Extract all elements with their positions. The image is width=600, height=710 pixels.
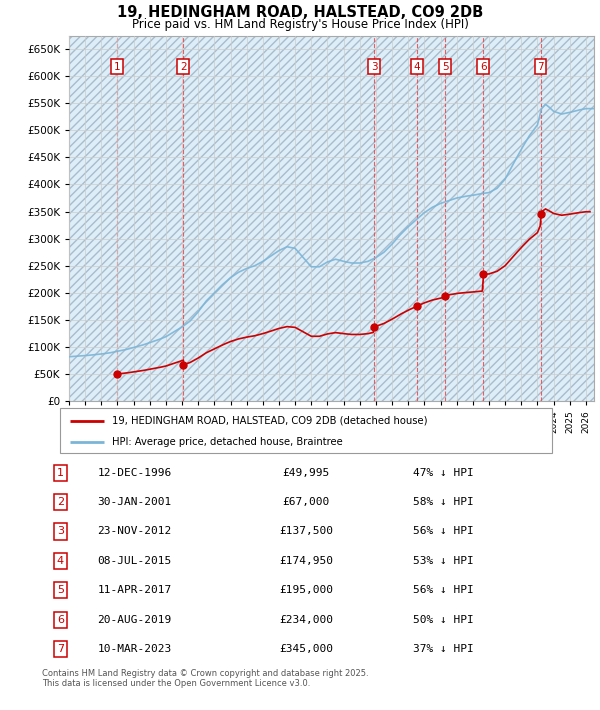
- Text: 5: 5: [442, 62, 448, 72]
- Text: 7: 7: [537, 62, 544, 72]
- Text: £234,000: £234,000: [279, 615, 333, 625]
- Text: £137,500: £137,500: [279, 527, 333, 537]
- Text: 1: 1: [113, 62, 120, 72]
- Text: 3: 3: [57, 527, 64, 537]
- Text: HPI: Average price, detached house, Braintree: HPI: Average price, detached house, Brai…: [112, 437, 343, 447]
- Text: Contains HM Land Registry data © Crown copyright and database right 2025.
This d: Contains HM Land Registry data © Crown c…: [42, 669, 368, 688]
- Text: 11-APR-2017: 11-APR-2017: [97, 585, 172, 595]
- Text: 1: 1: [57, 468, 64, 478]
- Text: 7: 7: [57, 644, 64, 654]
- Text: 5: 5: [57, 585, 64, 595]
- Text: 10-MAR-2023: 10-MAR-2023: [97, 644, 172, 654]
- Text: 2: 2: [180, 62, 187, 72]
- Text: 56% ↓ HPI: 56% ↓ HPI: [413, 527, 473, 537]
- Text: 47% ↓ HPI: 47% ↓ HPI: [413, 468, 473, 478]
- Text: 56% ↓ HPI: 56% ↓ HPI: [413, 585, 473, 595]
- Text: 58% ↓ HPI: 58% ↓ HPI: [413, 497, 473, 507]
- Text: 50% ↓ HPI: 50% ↓ HPI: [413, 615, 473, 625]
- Text: £49,995: £49,995: [283, 468, 329, 478]
- Text: 08-JUL-2015: 08-JUL-2015: [97, 556, 172, 566]
- Text: 4: 4: [57, 556, 64, 566]
- Text: 3: 3: [371, 62, 377, 72]
- Text: 30-JAN-2001: 30-JAN-2001: [97, 497, 172, 507]
- Text: 23-NOV-2012: 23-NOV-2012: [97, 527, 172, 537]
- Text: £195,000: £195,000: [279, 585, 333, 595]
- Text: 12-DEC-1996: 12-DEC-1996: [97, 468, 172, 478]
- Text: 6: 6: [57, 615, 64, 625]
- Text: £67,000: £67,000: [283, 497, 329, 507]
- Text: 53% ↓ HPI: 53% ↓ HPI: [413, 556, 473, 566]
- Text: 20-AUG-2019: 20-AUG-2019: [97, 615, 172, 625]
- Text: 19, HEDINGHAM ROAD, HALSTEAD, CO9 2DB (detached house): 19, HEDINGHAM ROAD, HALSTEAD, CO9 2DB (d…: [112, 416, 427, 426]
- Text: Price paid vs. HM Land Registry's House Price Index (HPI): Price paid vs. HM Land Registry's House …: [131, 18, 469, 31]
- Text: 19, HEDINGHAM ROAD, HALSTEAD, CO9 2DB: 19, HEDINGHAM ROAD, HALSTEAD, CO9 2DB: [117, 5, 483, 20]
- Text: 4: 4: [413, 62, 420, 72]
- Text: 2: 2: [57, 497, 64, 507]
- Text: £174,950: £174,950: [279, 556, 333, 566]
- Text: £345,000: £345,000: [279, 644, 333, 654]
- Text: 6: 6: [480, 62, 487, 72]
- Text: 37% ↓ HPI: 37% ↓ HPI: [413, 644, 473, 654]
